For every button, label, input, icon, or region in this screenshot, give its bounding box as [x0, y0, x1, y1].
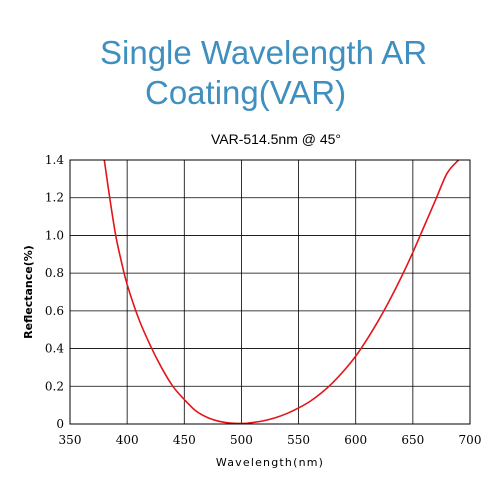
- y-tick-label: 0.6: [45, 304, 64, 318]
- plot-frame: [69, 159, 471, 425]
- x-tick-label: 400: [116, 433, 139, 447]
- page-title-line-2: Coating(VAR): [145, 74, 347, 111]
- curve-layer: [103, 160, 460, 424]
- x-tick-label: 650: [401, 433, 424, 447]
- x-axis-label: Wavelength(nm): [216, 456, 324, 469]
- x-tick-label: 450: [173, 433, 196, 447]
- page-title-line-1: Single Wavelength AR: [100, 34, 428, 71]
- chart-title: VAR-514.5nm @ 45°: [210, 131, 342, 147]
- x-tick-label: 500: [230, 433, 253, 447]
- y-tick-label: 0.2: [45, 379, 64, 393]
- y-tick-label: 1.0: [45, 228, 64, 242]
- y-tick-label: 1.2: [45, 191, 64, 205]
- tick-label-layer: 350 400 450 500 550 600 650 700 0 0.2 0.4 0.6 0.8 1.0…: [45, 153, 482, 447]
- y-tick-label: 0.8: [45, 266, 64, 280]
- reflectance-curve: [103, 160, 460, 424]
- y-tick-label: 0: [56, 417, 64, 431]
- x-tick-label: 550: [287, 433, 310, 447]
- y-axis-label: Reflectance(%): [22, 245, 35, 339]
- plot-frame-layer: [69, 159, 471, 425]
- y-tick-label: 1.4: [45, 153, 64, 167]
- x-tick-label: 350: [59, 433, 82, 447]
- y-tick-label: 0.4: [45, 342, 64, 356]
- x-tick-label: 700: [459, 433, 482, 447]
- x-tick-label: 600: [344, 433, 367, 447]
